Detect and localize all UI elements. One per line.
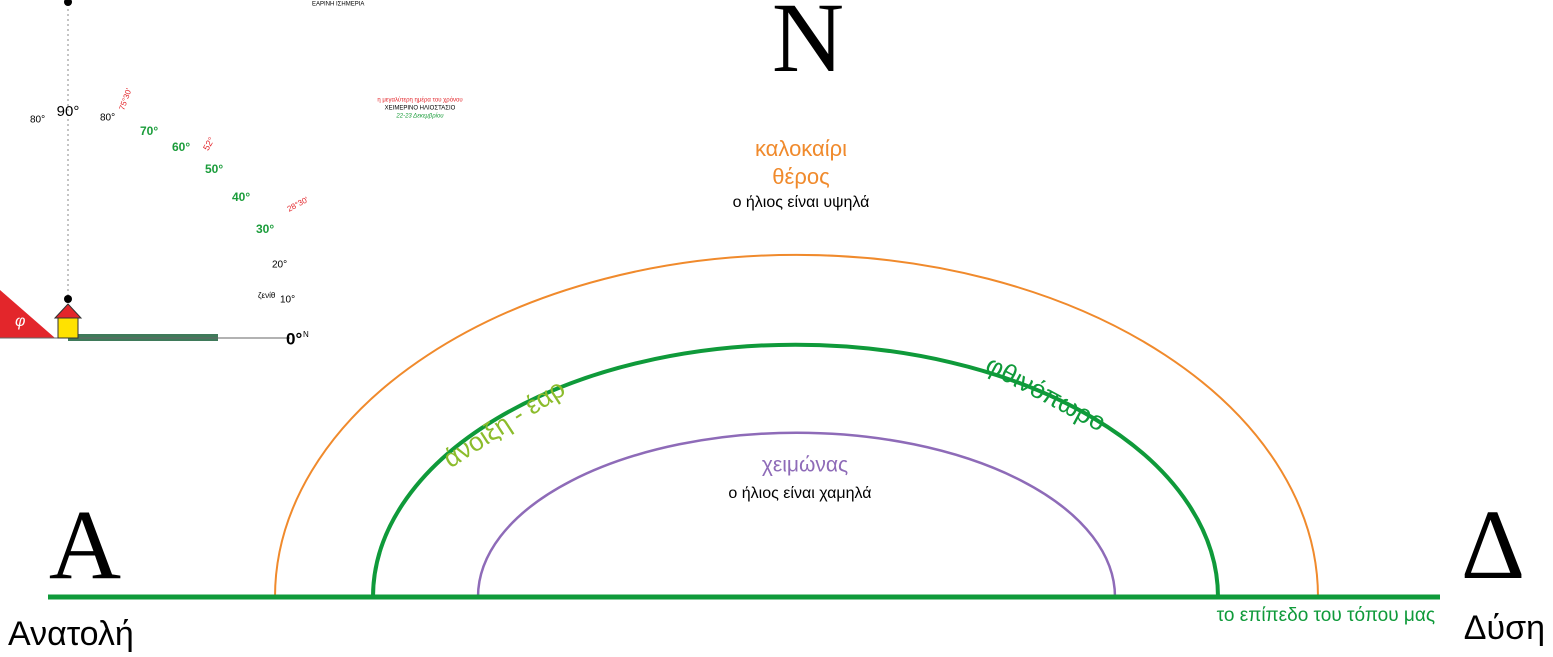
west-label: Δύση	[1464, 609, 1545, 647]
equinox-arc	[371, 342, 1220, 598]
winter-note: ο ήλιος είναι χαμηλά	[728, 485, 871, 502]
north-letter: Ν	[772, 0, 844, 93]
angle-label: 80°	[100, 113, 115, 124]
summer-note: ο ήλιος είναι υψηλά	[733, 194, 870, 211]
latitude-label: φ	[15, 313, 25, 330]
solstice-date: 22-23 Δεκεμβρίου	[395, 114, 444, 120]
solstice-label: ΧΕΙΜΕΡΙΝΟ ΗΛΙΟΣΤΑΣΙΟ	[385, 106, 456, 112]
angle-label: 10°	[280, 295, 295, 306]
west-letter: Δ	[1461, 489, 1525, 600]
summer-arc	[274, 253, 1319, 598]
angle-label: 60°	[172, 140, 190, 154]
house	[57, 315, 79, 339]
angle-label: 50°	[205, 162, 223, 176]
summer-title: καλοκαίρι	[755, 136, 847, 161]
angle-label: 80°	[30, 115, 45, 126]
horizon-label: το επίπεδο του τόπου μας	[1217, 605, 1435, 626]
longest-day: η μεγαλύτερη ημέρα του χρόνου	[377, 97, 462, 104]
observer	[64, 295, 72, 303]
winter-title: χειμώνας	[762, 454, 848, 477]
zenith-label: ζενίθ	[258, 291, 276, 300]
east-label: Ανατολή	[8, 615, 134, 653]
spring-label: άνοιξη - έαρ	[437, 373, 570, 474]
summer-subtitle: θέρος	[772, 164, 829, 189]
house-roof	[53, 303, 83, 319]
angle-label: 0°	[286, 329, 302, 348]
angle-note: 52°	[201, 135, 217, 152]
autumn-label: φθινόπωρο	[981, 349, 1111, 437]
north-small: N	[303, 330, 309, 339]
angle-label: 40°	[232, 190, 250, 204]
angle-label: 20°	[272, 260, 287, 271]
dot	[64, 0, 72, 6]
angle-label: 30°	[256, 222, 274, 236]
angle-note: 75°30'	[117, 87, 133, 112]
inset: φ 90° 80° 80° 70° 60° 50° 40° 30° 20° 10…	[0, 0, 463, 348]
angle-label: 90°	[57, 103, 80, 120]
angle-label: 70°	[140, 124, 158, 138]
angle-note: 28°30'	[286, 195, 311, 214]
latitude-triangle	[0, 290, 55, 338]
equinox-label: ΕΑΡΙΝΗ ΙΣΗΜΕΡΙΑ	[312, 2, 364, 8]
winter-arc	[476, 431, 1117, 598]
east-letter: Α	[49, 489, 121, 600]
